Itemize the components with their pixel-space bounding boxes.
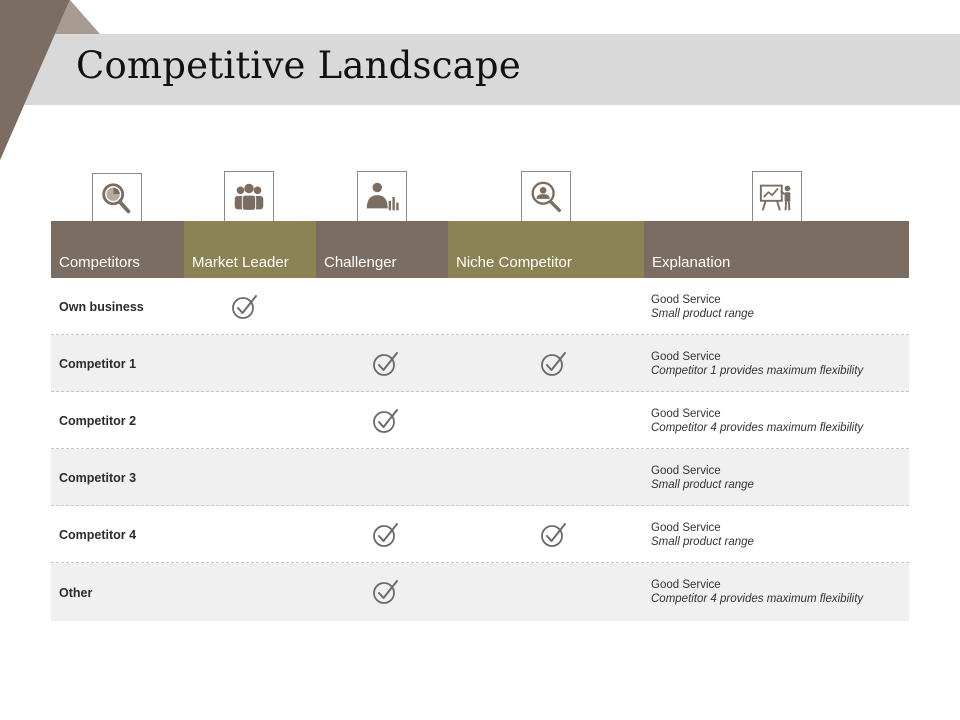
explanation-line-2: Competitor 1 provides maximum flexibilit… xyxy=(651,365,864,377)
row-explanation: Good Service Small product range xyxy=(651,464,754,492)
explanation-line-2: Small product range xyxy=(651,308,754,320)
header-explanation: Explanation xyxy=(644,221,909,278)
header-competitors: Competitors xyxy=(51,221,184,278)
table-header: Competitors Market Leader Challenger Nic… xyxy=(51,221,909,278)
header-market-leader: Market Leader xyxy=(184,221,316,278)
corner-overlay xyxy=(0,34,55,160)
explanation-line-2: Competitor 4 provides maximum flexibilit… xyxy=(651,422,864,434)
explanation-line-2: Competitor 4 provides maximum flexibilit… xyxy=(651,593,864,605)
row-explanation: Good Service Competitor 4 provides maximu… xyxy=(651,407,863,435)
check-icon xyxy=(232,295,257,319)
table-row: Competitor 3 Good Service Small product r… xyxy=(51,449,909,506)
row-explanation: Good Service Small product range xyxy=(651,521,754,549)
check-icon xyxy=(541,523,566,547)
check-icon xyxy=(373,352,398,376)
row-label: Own business xyxy=(59,300,144,314)
explanation-line-1: Good Service xyxy=(651,522,721,534)
check-icon xyxy=(541,352,566,376)
check-icon xyxy=(373,580,398,604)
explanation-line-2: Small product range xyxy=(651,479,754,491)
check-icon xyxy=(373,409,398,433)
page-title: Competitive Landscape xyxy=(76,44,521,87)
header-niche-competitor: Niche Competitor xyxy=(448,221,644,278)
row-label: Competitor 1 xyxy=(59,357,137,371)
explanation-line-1: Good Service xyxy=(651,465,721,477)
explanation-line-1: Good Service xyxy=(651,351,721,363)
row-explanation: Good Service Competitor 4 provides maximu… xyxy=(651,578,863,606)
row-label: Other xyxy=(59,586,93,600)
explanation-line-1: Good Service xyxy=(651,579,721,591)
row-explanation: Good Service Small product range xyxy=(651,293,754,321)
whiteboard-presenter-icon xyxy=(752,171,802,223)
explanation-line-2: Small product range xyxy=(651,536,754,548)
presenter-chart-icon xyxy=(357,171,407,223)
table-row: Competitor 1 Good Service Competitor 1 pr… xyxy=(51,335,909,392)
explanation-line-1: Good Service xyxy=(651,294,721,306)
header-challenger: Challenger xyxy=(316,221,448,278)
table-row: Competitor 4 Good Service Small product r… xyxy=(51,506,909,563)
table-row: Other Good Service Competitor 4 provides … xyxy=(51,563,909,621)
explanation-line-1: Good Service xyxy=(651,408,721,420)
row-explanation: Good Service Competitor 1 provides maximu… xyxy=(651,350,863,378)
magnifier-chart-icon xyxy=(92,173,142,225)
team-icon xyxy=(224,171,274,223)
search-person-icon xyxy=(521,171,571,223)
row-label: Competitor 3 xyxy=(59,471,137,485)
table-row: Own business Good Service Small product r… xyxy=(51,278,909,335)
check-icon xyxy=(373,523,398,547)
row-label: Competitor 4 xyxy=(59,528,137,542)
table-row: Competitor 2 Good Service Competitor 4 pr… xyxy=(51,392,909,449)
row-label: Competitor 2 xyxy=(59,414,137,428)
title-bar xyxy=(0,34,960,105)
